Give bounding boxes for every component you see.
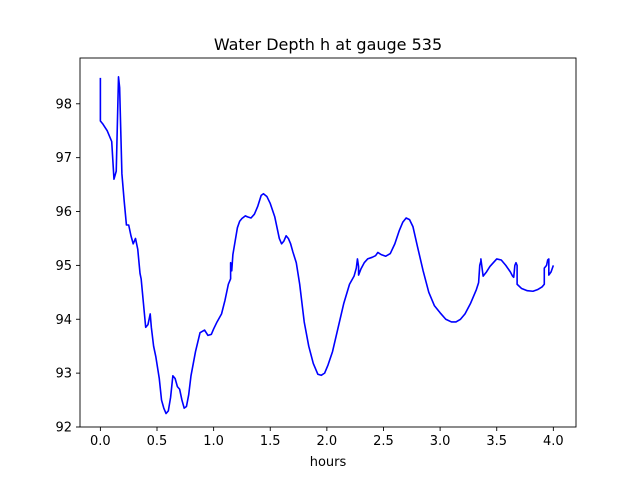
plot-area: 0.0 0.5 1.0 1.5 2.0 2.5 3.0 3.5 4.0 92 93 94 95 96 97 9… — [55, 57, 577, 449]
series-line-0 — [99, 76, 555, 415]
axes-frame — [79, 57, 577, 428]
y-tick-label: 98 — [55, 97, 72, 112]
x-tick-label: 2.5 — [373, 434, 394, 449]
y-tick-label: 92 — [55, 421, 72, 436]
x-tick-label: 1.0 — [203, 434, 224, 449]
x-tick-label: 2.0 — [317, 434, 338, 449]
chart-title: Water Depth h at gauge 535 — [214, 35, 442, 54]
x-tick-label: 4.0 — [543, 434, 564, 449]
x-axis-label: hours — [310, 455, 347, 470]
y-tick-label: 93 — [55, 367, 72, 382]
y-tick-label: 95 — [55, 259, 72, 274]
x-tick-label: 3.0 — [430, 434, 451, 449]
x-tick-label: 1.5 — [260, 434, 281, 449]
y-tick-label: 94 — [55, 313, 72, 328]
x-tick-label: 3.5 — [486, 434, 507, 449]
x-tick-label: 0.0 — [90, 434, 111, 449]
y-tick-label: 96 — [55, 205, 72, 220]
x-tick-label: 0.5 — [147, 434, 168, 449]
y-tick-label: 97 — [55, 151, 72, 166]
